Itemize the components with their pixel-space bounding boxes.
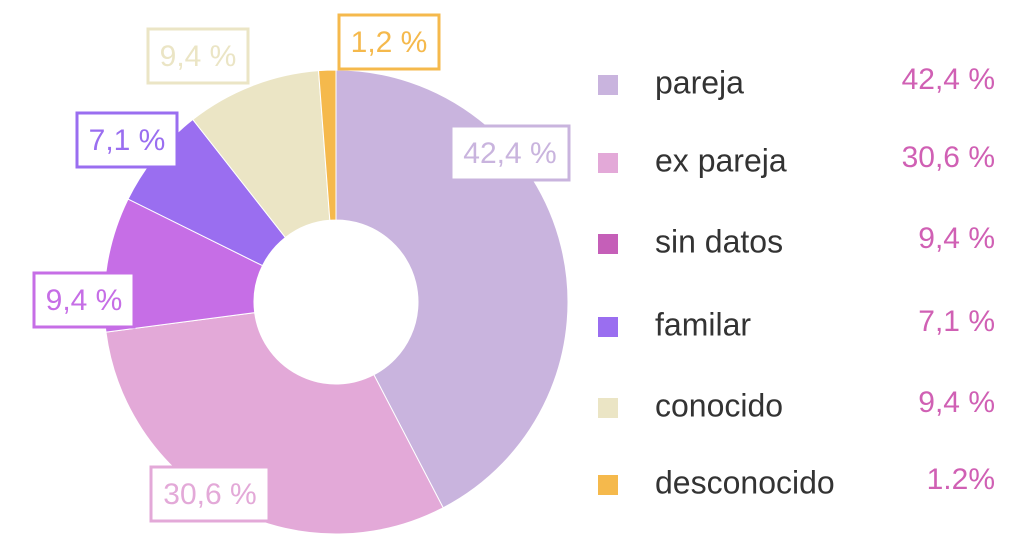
slice-label: 30,6 % [163, 478, 256, 511]
slice-label-box [337, 13, 441, 71]
slice-label-box [75, 111, 179, 169]
legend-value: 30,6 % [902, 141, 995, 174]
legend-label: ex pareja [655, 142, 787, 178]
slice [318, 69, 337, 221]
legend-value: 42,4 % [902, 63, 995, 96]
legend-marker [598, 234, 618, 254]
legend-label: familar [655, 306, 751, 342]
legend-value: 7,1 % [918, 305, 995, 338]
slice-label: 1,2 % [351, 26, 428, 59]
legend-marker [598, 398, 618, 418]
legend-value: 1.2% [927, 463, 995, 496]
legend-label: desconocido [655, 464, 835, 500]
slice-label: 9,4 % [160, 40, 237, 73]
slice-label-box [449, 124, 571, 182]
legend-value: 9,4 % [918, 222, 995, 255]
legend-marker [598, 153, 618, 173]
slice-label-box [149, 465, 271, 523]
slice-label: 7,1 % [89, 124, 166, 157]
slice-label-box [146, 27, 250, 85]
legend-marker [598, 75, 618, 95]
legend-value: 9,4 % [918, 386, 995, 419]
legend-marker [598, 317, 618, 337]
slice-label: 42,4 % [463, 137, 556, 170]
legend-label: conocido [655, 387, 783, 423]
slice-label-box [32, 271, 136, 329]
legend-marker [598, 475, 618, 495]
legend-label: sin datos [655, 223, 783, 259]
legend-label: pareja [655, 64, 744, 100]
slice-label: 9,4 % [46, 284, 123, 317]
